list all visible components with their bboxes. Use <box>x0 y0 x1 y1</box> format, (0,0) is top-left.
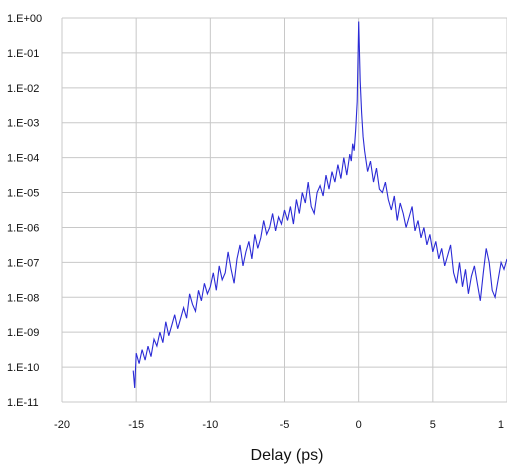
y-tick-label: 1.E-02 <box>7 83 39 95</box>
y-tick-label: 1.E-01 <box>7 48 39 60</box>
y-tick-label: 1.E+00 <box>7 13 42 25</box>
y-tick-label: 1.E-04 <box>7 153 39 165</box>
x-tick-label: -5 <box>280 419 290 431</box>
y-tick-labels: 1.E+00 1.E-01 1.E-02 1.E-03 1.E-04 1.E-05 1.E-… <box>7 13 42 409</box>
x-axis-title: Delay (ps) <box>251 447 324 464</box>
y-tick-label: 1.E-11 <box>7 397 39 409</box>
y-tick-label: 1.E-05 <box>7 188 39 200</box>
y-tick-label: 1.E-10 <box>7 362 39 374</box>
series-line <box>132 21 507 389</box>
x-tick-label: -15 <box>128 419 144 431</box>
y-tick-label: 1.E-08 <box>7 292 39 304</box>
x-tick-label: 1 <box>498 419 504 431</box>
x-tick-label: -10 <box>202 419 218 431</box>
x-tick-labels: -20 -15 -10 -5 0 5 1 <box>54 419 504 431</box>
x-tick-label: -20 <box>54 419 70 431</box>
y-tick-label: 1.E-06 <box>7 222 39 234</box>
y-tick-label: 1.E-07 <box>7 257 39 269</box>
y-tick-label: 1.E-03 <box>7 118 39 130</box>
y-tick-label: 1.E-09 <box>7 327 39 339</box>
x-tick-label: 5 <box>430 419 436 431</box>
grid-lines <box>61 17 507 403</box>
x-tick-label: 0 <box>356 419 362 431</box>
